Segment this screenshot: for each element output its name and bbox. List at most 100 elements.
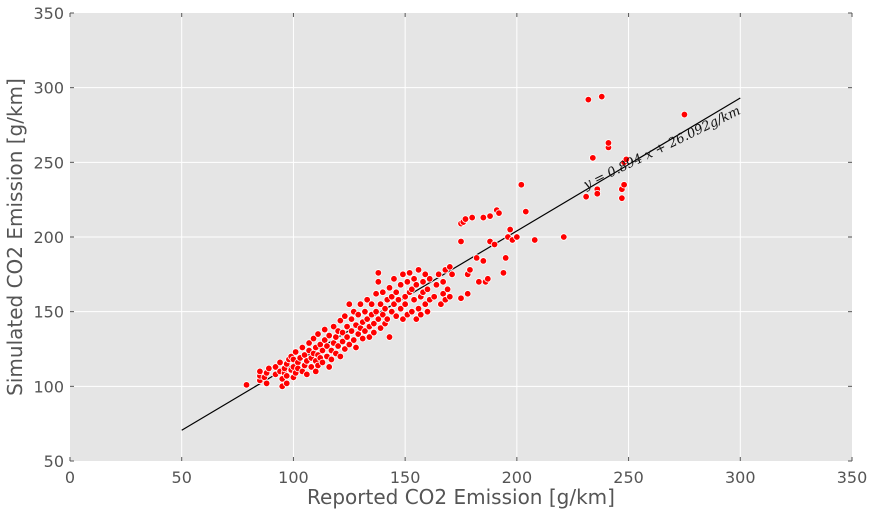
- data-point: [347, 315, 356, 323]
- data-point: [367, 300, 376, 308]
- data-point: [283, 379, 291, 388]
- data-point: [354, 310, 362, 319]
- data-point: [399, 270, 407, 279]
- x-tick-label: 350: [837, 468, 868, 487]
- x-tick-label: 50: [172, 468, 192, 487]
- data-point: [271, 363, 280, 371]
- data-point: [430, 293, 438, 301]
- data-point: [522, 207, 530, 216]
- data-point: [325, 331, 333, 340]
- data-point: [417, 310, 425, 319]
- data-point: [399, 315, 407, 323]
- data-point: [388, 293, 396, 301]
- data-point: [256, 367, 264, 376]
- data-point: [501, 254, 510, 262]
- data-point: [461, 215, 470, 223]
- data-point: [401, 293, 409, 301]
- data-point: [403, 278, 412, 286]
- data-point: [376, 300, 385, 308]
- data-point: [443, 285, 452, 293]
- data-point: [405, 269, 414, 277]
- data-point: [345, 300, 353, 308]
- data-point: [305, 339, 313, 347]
- data-point: [390, 300, 398, 308]
- data-point: [408, 285, 416, 293]
- data-point: [419, 278, 427, 286]
- y-axis-label: Simulated CO2 Emission [g/km]: [3, 78, 27, 396]
- data-point: [318, 358, 327, 367]
- data-point: [318, 346, 327, 355]
- data-point: [363, 315, 371, 323]
- data-point: [370, 319, 378, 328]
- y-tick-label: 100: [33, 377, 64, 396]
- data-point: [276, 358, 284, 367]
- grid-lines: [70, 13, 852, 461]
- data-point: [374, 269, 383, 277]
- data-point: [432, 281, 441, 289]
- data-point: [421, 300, 429, 308]
- data-point: [336, 316, 345, 325]
- data-point: [396, 281, 405, 289]
- data-point: [394, 296, 403, 304]
- y-tick-label: 250: [33, 153, 64, 172]
- data-point: [383, 315, 391, 323]
- data-point: [448, 270, 456, 279]
- x-tick-label: 150: [390, 468, 421, 487]
- x-axis-label: Reported CO2 Emission [g/km]: [307, 485, 615, 509]
- data-point: [423, 307, 432, 316]
- data-point: [381, 304, 389, 313]
- data-point: [475, 278, 483, 286]
- data-point: [680, 110, 689, 119]
- data-point: [358, 334, 367, 343]
- data-point: [464, 290, 472, 298]
- y-tick-labels: 50 100 150 200 250 300 350: [33, 4, 64, 471]
- y-tick-label: 150: [33, 303, 64, 322]
- data-point: [437, 300, 445, 308]
- y-tick-label: 50: [44, 452, 64, 471]
- data-point: [618, 194, 626, 202]
- data-point: [472, 254, 481, 262]
- data-point: [446, 263, 454, 271]
- y-tick-label: 200: [33, 228, 64, 247]
- data-point: [356, 300, 365, 308]
- x-tick-label: 0: [65, 468, 75, 487]
- data-point: [361, 327, 369, 335]
- data-point: [242, 381, 251, 389]
- data-point: [350, 336, 358, 344]
- data-point: [412, 281, 421, 289]
- data-point: [303, 370, 311, 379]
- data-point: [298, 343, 307, 352]
- data-point: [457, 237, 465, 246]
- data-point: [479, 213, 488, 222]
- data-point: [334, 342, 342, 350]
- data-point: [379, 288, 387, 296]
- data-point: [423, 285, 432, 293]
- axis-ticks: [69, 12, 853, 462]
- data-point: [593, 189, 601, 198]
- data-point: [396, 304, 405, 313]
- data-point: [410, 296, 418, 304]
- data-point: [323, 342, 331, 350]
- data-point: [457, 294, 465, 302]
- data-point: [392, 312, 400, 320]
- data-point: [426, 275, 434, 283]
- data-point: [343, 322, 351, 331]
- data-point: [414, 266, 423, 274]
- x-tick-labels: 0 50 100 150 200 250 300 350: [65, 468, 867, 487]
- data-point: [604, 139, 613, 147]
- data-point: [388, 307, 396, 316]
- x-tick-label: 250: [613, 468, 644, 487]
- data-point: [345, 340, 353, 349]
- y-tick-label: 350: [33, 4, 64, 23]
- data-point: [584, 95, 593, 104]
- data-point: [513, 233, 521, 241]
- data-point: [392, 288, 400, 296]
- data-point: [490, 240, 499, 249]
- x-tick-label: 200: [502, 468, 533, 487]
- data-point: [446, 293, 454, 301]
- data-point: [262, 379, 271, 388]
- data-point: [401, 300, 409, 308]
- data-point: [531, 236, 539, 244]
- data-point: [352, 343, 360, 352]
